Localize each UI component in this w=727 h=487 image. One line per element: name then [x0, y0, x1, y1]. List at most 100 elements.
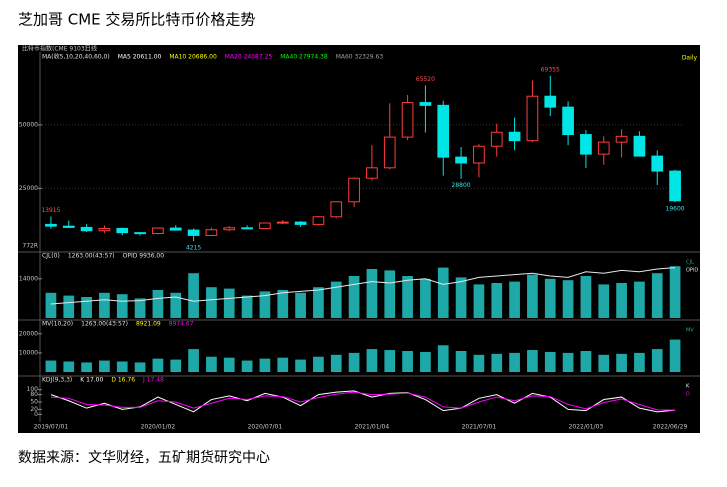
bar	[384, 350, 396, 372]
candle-body	[562, 106, 574, 136]
bar	[384, 270, 396, 318]
candle-body	[544, 95, 557, 108]
bar	[616, 353, 627, 372]
bar	[241, 295, 253, 318]
bar	[277, 357, 289, 372]
annotation: 65520	[416, 76, 435, 83]
bar	[295, 292, 306, 318]
candle-body	[508, 131, 521, 142]
line	[50, 390, 676, 413]
candle-body	[330, 201, 343, 218]
bar	[669, 339, 681, 372]
annotation: 4215	[186, 245, 201, 252]
bar	[170, 359, 182, 372]
legend-item: 8921.09	[136, 321, 161, 328]
bar	[134, 362, 146, 372]
annotation: 69355	[541, 66, 560, 73]
candle-body	[651, 155, 664, 172]
bar	[81, 297, 92, 318]
bar	[437, 345, 449, 372]
bar	[152, 358, 164, 372]
annotation: 28800	[452, 182, 471, 189]
source: 数据来源：文华财经，五矿期货研究中心	[18, 449, 270, 466]
line	[50, 267, 676, 305]
y-tick-label: 0	[34, 411, 38, 418]
candle-body	[134, 232, 146, 235]
bar	[455, 351, 467, 372]
bar	[616, 283, 627, 318]
bar	[134, 298, 146, 318]
bar	[241, 360, 253, 372]
candle-body	[490, 131, 503, 147]
bar	[402, 351, 413, 372]
bar	[277, 290, 289, 318]
bar	[580, 276, 592, 318]
candle-body	[116, 227, 129, 234]
series-name: CJL	[686, 260, 694, 266]
bar	[206, 356, 217, 372]
bar	[598, 354, 610, 372]
candle-body	[580, 134, 592, 155]
y-tick-label: 50000	[19, 121, 38, 128]
x-tick-label: 2020/01/02	[141, 424, 176, 431]
legend-item: MA10 20686.00	[169, 54, 217, 61]
y-tick-label: 100	[27, 386, 39, 393]
candle-body	[597, 141, 610, 155]
bar	[562, 352, 574, 372]
bar	[348, 352, 360, 372]
candle-body	[187, 229, 200, 236]
legend-item: D 16.76	[111, 377, 135, 384]
bar	[473, 284, 485, 318]
candle-body	[169, 227, 182, 231]
y-tick-label: 20000	[19, 330, 38, 337]
y-tick-label: 50	[30, 399, 38, 406]
legend-item: MA40 27974.38	[280, 54, 328, 61]
legend-item: MA(收5,10,20,40,60,0)	[42, 53, 110, 61]
bar	[402, 276, 413, 318]
legend-item: 1263.00(43:57)	[68, 253, 115, 260]
candle-body	[152, 227, 164, 235]
candle-body	[615, 135, 628, 143]
legend-item: KDJ(9,3,3)	[42, 377, 72, 384]
bar	[313, 287, 324, 318]
bar	[45, 292, 57, 318]
series-name: MV	[686, 328, 694, 334]
bar	[437, 267, 449, 318]
bar	[188, 273, 199, 318]
bar	[580, 351, 592, 372]
y-tick-label: 20	[30, 406, 38, 413]
bar	[45, 360, 57, 372]
candle-body	[276, 221, 289, 224]
legend-item: 8974.67	[169, 321, 194, 328]
candle-body	[312, 216, 325, 225]
bar	[188, 349, 199, 372]
x-tick-label: 2022/01/03	[569, 424, 604, 431]
candle-body	[633, 135, 646, 157]
legend-item: MA60 32329.63	[336, 54, 384, 61]
bar	[152, 290, 164, 318]
legend-item: MA20 24087.25	[225, 54, 273, 61]
bar	[81, 362, 92, 372]
bar	[509, 352, 520, 372]
bar	[206, 287, 217, 318]
legend-item: MV(10,20)	[42, 321, 73, 328]
x-tick-label: 2019/07/01	[34, 424, 69, 431]
period: 日线	[85, 45, 97, 53]
legend-item: OPID 9936.00	[123, 253, 165, 260]
bar	[99, 360, 110, 372]
bar	[509, 281, 520, 318]
candle-body	[366, 167, 378, 179]
bar	[99, 292, 110, 318]
bar	[598, 284, 610, 318]
candle-body	[241, 227, 253, 230]
candle-body	[294, 221, 307, 225]
bar	[170, 292, 182, 318]
x-tick-label: 2021/01/04	[355, 424, 390, 431]
candle-body	[419, 102, 432, 106]
bar	[116, 361, 128, 372]
page-title: 芝加哥 CME 交易所比特币价格走势	[18, 11, 255, 29]
bar	[223, 357, 235, 372]
y-tick-label: 25000	[19, 185, 38, 192]
bar	[116, 294, 128, 318]
